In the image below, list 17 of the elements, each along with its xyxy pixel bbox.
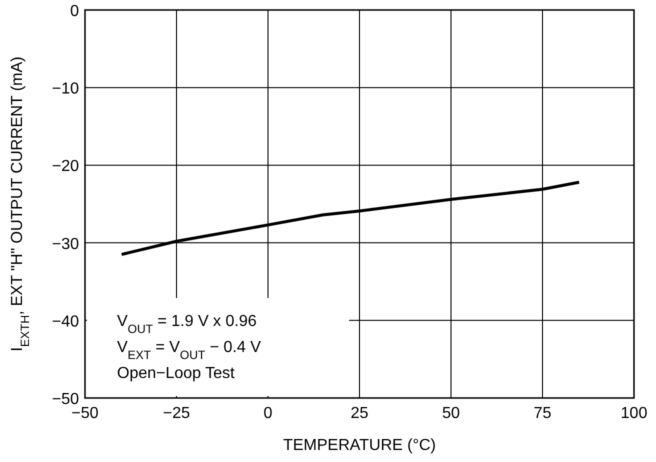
y-tick-label: 0 — [70, 3, 80, 20]
annotation: V$_{EXT}$ = V$_{OUT}$ − 0.4 V — [117, 339, 262, 362]
annotation: Open−Loop Test — [117, 365, 236, 382]
x-tick-label: −50 — [71, 405, 99, 422]
x-tick-label: −25 — [162, 405, 190, 422]
y-tick-label: −30 — [52, 236, 80, 253]
x-tick-label: 0 — [264, 405, 273, 422]
x-tick-label: 75 — [534, 405, 552, 422]
y-tick-label: −10 — [52, 80, 80, 98]
y-tick-label: −40 — [52, 313, 80, 330]
x-tick-label: 25 — [350, 405, 368, 422]
annotation: V$_{OUT}$ = 1.9 V x 0.96 — [117, 313, 257, 336]
x-axis-title: TEMPERATURE (°C) — [283, 437, 436, 454]
y-tick-label: −20 — [52, 158, 80, 176]
y-tick-label: −50 — [52, 391, 80, 408]
x-tick-label: 100 — [620, 405, 648, 422]
x-tick-label: 50 — [442, 405, 460, 422]
